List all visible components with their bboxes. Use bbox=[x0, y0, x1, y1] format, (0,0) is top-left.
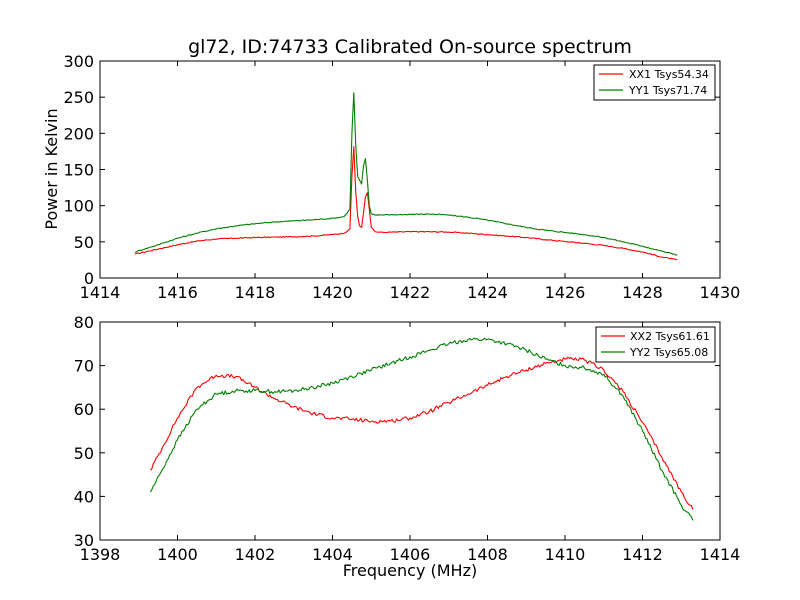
legend-label-xx1: XX1 Tsys54.34 bbox=[629, 68, 709, 81]
x-tick-label: 1424 bbox=[467, 283, 508, 302]
chart-title: gl72, ID:74733 Calibrated On-source spec… bbox=[188, 36, 632, 58]
top-spectrum-panel: gl72, ID:74733 Calibrated On-source spec… bbox=[42, 36, 740, 302]
x-tick-label: 1418 bbox=[235, 283, 276, 302]
x-axis-label: Frequency (MHz) bbox=[343, 561, 477, 580]
bottom-spectrum-panel: 1398 1400 1402 1404 1406 1408 1410 1412 1414 30 40… bbox=[74, 313, 741, 580]
x-tick-label: 1414 bbox=[80, 283, 121, 302]
series-line-xx1 bbox=[134, 145, 678, 261]
x-tick-label: 1416 bbox=[157, 283, 198, 302]
bottom-legend: XX2 Tsys61.61 YY2 Tsys65.08 bbox=[595, 326, 716, 363]
y-tick-label: 50 bbox=[74, 233, 94, 252]
y-axis-label: Power in Kelvin bbox=[42, 108, 61, 229]
y-tick-label: 50 bbox=[74, 444, 94, 463]
series-line-yy2 bbox=[149, 337, 694, 521]
y-tick-label: 150 bbox=[63, 161, 94, 180]
y-tick-label: 100 bbox=[63, 197, 94, 216]
x-tick-label: 1406 bbox=[390, 545, 431, 564]
legend-box bbox=[593, 64, 716, 101]
y-tick-label: 40 bbox=[74, 487, 94, 506]
top-legend: XX1 Tsys54.34 YY1 Tsys71.74 bbox=[593, 64, 716, 101]
x-tick-label: 1422 bbox=[390, 283, 431, 302]
y-tick-label: 30 bbox=[74, 531, 94, 550]
legend-box bbox=[595, 326, 716, 363]
x-tick-label: 1398 bbox=[80, 545, 121, 564]
y-tick-label: 80 bbox=[74, 313, 94, 332]
y-tick-label: 250 bbox=[63, 88, 94, 107]
series-line-xx2 bbox=[150, 356, 694, 510]
x-tick-label: 1430 bbox=[700, 283, 741, 302]
x-tick-label: 1412 bbox=[622, 545, 663, 564]
x-tick-label: 1420 bbox=[312, 283, 353, 302]
y-tick-label: 70 bbox=[74, 357, 94, 376]
x-tick-label: 1400 bbox=[157, 545, 198, 564]
legend-label-yy2: YY2 Tsys65.08 bbox=[629, 346, 708, 359]
x-tick-label: 1428 bbox=[622, 283, 663, 302]
y-tick-label: 60 bbox=[74, 400, 94, 419]
bottom-plot-area: 1398 1400 1402 1404 1406 1408 1410 1412 1414 30 40… bbox=[74, 313, 741, 564]
x-tick-label: 1408 bbox=[467, 545, 508, 564]
x-tick-label: 1404 bbox=[312, 545, 353, 564]
x-tick-label: 1402 bbox=[235, 545, 276, 564]
legend-label-yy1: YY1 Tsys71.74 bbox=[628, 84, 707, 97]
y-tick-label: 0 bbox=[84, 269, 94, 288]
series-line-yy1 bbox=[134, 92, 678, 256]
y-tick-label: 200 bbox=[63, 124, 94, 143]
x-tick-label: 1414 bbox=[700, 545, 741, 564]
y-tick-label: 300 bbox=[63, 52, 94, 71]
x-tick-label: 1410 bbox=[545, 545, 586, 564]
x-tick-label: 1426 bbox=[545, 283, 586, 302]
top-plot-area: 1414 1416 1418 1420 1422 1424 1426 1428 1430 0 50 1… bbox=[63, 52, 740, 302]
legend-label-xx2: XX2 Tsys61.61 bbox=[630, 330, 710, 343]
